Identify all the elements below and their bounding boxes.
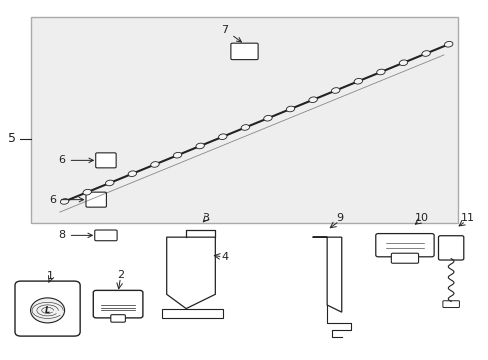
FancyBboxPatch shape	[15, 281, 80, 336]
Text: 5: 5	[8, 132, 16, 145]
Text: 11: 11	[460, 212, 474, 222]
FancyBboxPatch shape	[438, 236, 463, 260]
FancyBboxPatch shape	[95, 230, 117, 241]
Text: 6: 6	[49, 195, 83, 204]
Ellipse shape	[105, 180, 114, 186]
FancyBboxPatch shape	[111, 315, 125, 322]
Text: 3: 3	[202, 212, 209, 222]
Ellipse shape	[60, 199, 69, 204]
Text: 7: 7	[221, 25, 241, 42]
Ellipse shape	[286, 106, 294, 112]
Ellipse shape	[150, 162, 159, 167]
FancyBboxPatch shape	[442, 301, 458, 307]
Polygon shape	[162, 309, 222, 318]
Ellipse shape	[421, 51, 429, 56]
Ellipse shape	[83, 189, 91, 195]
Text: 9: 9	[335, 212, 342, 222]
Ellipse shape	[128, 171, 136, 176]
Ellipse shape	[331, 88, 339, 93]
Ellipse shape	[353, 78, 362, 84]
Polygon shape	[166, 237, 215, 309]
Ellipse shape	[308, 97, 317, 103]
FancyBboxPatch shape	[96, 153, 116, 168]
Ellipse shape	[376, 69, 385, 75]
Text: 1: 1	[46, 271, 53, 282]
Text: L: L	[45, 306, 50, 315]
Ellipse shape	[399, 60, 407, 66]
Text: 2: 2	[117, 270, 124, 280]
Ellipse shape	[218, 134, 226, 140]
Text: 6: 6	[59, 156, 93, 165]
Text: 4: 4	[221, 252, 228, 262]
FancyBboxPatch shape	[230, 43, 258, 60]
Text: 8: 8	[59, 230, 92, 240]
Ellipse shape	[196, 143, 204, 149]
FancyBboxPatch shape	[86, 192, 106, 207]
Ellipse shape	[173, 152, 182, 158]
FancyBboxPatch shape	[390, 253, 418, 263]
Ellipse shape	[241, 125, 249, 130]
Text: 10: 10	[414, 212, 428, 222]
FancyBboxPatch shape	[93, 291, 142, 318]
FancyBboxPatch shape	[30, 18, 458, 223]
Circle shape	[30, 298, 64, 323]
Polygon shape	[312, 237, 341, 312]
Ellipse shape	[444, 41, 452, 47]
FancyBboxPatch shape	[375, 234, 433, 257]
Ellipse shape	[263, 116, 272, 121]
